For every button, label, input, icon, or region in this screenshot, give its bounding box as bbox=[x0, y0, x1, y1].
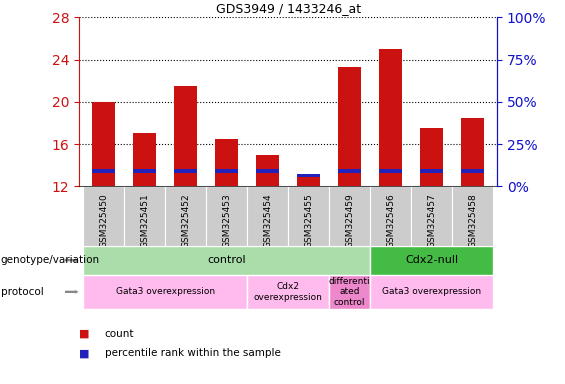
Bar bbox=[215, 139, 238, 186]
Bar bbox=[462, 118, 484, 186]
Bar bbox=[338, 169, 361, 172]
Text: count: count bbox=[105, 329, 134, 339]
Text: GSM325451: GSM325451 bbox=[140, 194, 149, 248]
Bar bbox=[165, 186, 206, 246]
Bar bbox=[420, 128, 443, 186]
Bar bbox=[370, 186, 411, 246]
Bar bbox=[379, 169, 402, 172]
Bar bbox=[93, 169, 115, 172]
Bar bbox=[411, 186, 452, 246]
Text: GSM325452: GSM325452 bbox=[181, 194, 190, 248]
Bar bbox=[133, 169, 156, 172]
Title: GDS3949 / 1433246_at: GDS3949 / 1433246_at bbox=[216, 2, 360, 15]
Text: GSM325450: GSM325450 bbox=[99, 194, 108, 248]
Text: GSM325459: GSM325459 bbox=[345, 194, 354, 248]
Text: GSM325455: GSM325455 bbox=[304, 194, 313, 248]
Text: ■: ■ bbox=[79, 329, 90, 339]
Bar bbox=[370, 275, 493, 309]
Bar bbox=[452, 186, 493, 246]
Bar bbox=[297, 176, 320, 186]
Bar bbox=[420, 169, 443, 172]
Bar bbox=[206, 186, 247, 246]
Text: Cdx2-null: Cdx2-null bbox=[405, 255, 458, 265]
Bar bbox=[329, 186, 370, 246]
Bar bbox=[329, 275, 370, 309]
Text: Gata3 overexpression: Gata3 overexpression bbox=[382, 287, 481, 296]
Text: GSM325457: GSM325457 bbox=[427, 194, 436, 248]
Bar bbox=[83, 186, 124, 246]
Bar bbox=[215, 169, 238, 172]
Bar bbox=[338, 67, 361, 186]
Text: genotype/variation: genotype/variation bbox=[1, 255, 99, 265]
Bar bbox=[257, 155, 279, 186]
Bar bbox=[247, 275, 329, 309]
Text: percentile rank within the sample: percentile rank within the sample bbox=[105, 348, 280, 358]
Bar bbox=[133, 134, 156, 186]
Text: protocol: protocol bbox=[1, 287, 44, 297]
Bar bbox=[93, 102, 115, 186]
Bar bbox=[462, 169, 484, 172]
Bar bbox=[288, 186, 329, 246]
Bar bbox=[83, 275, 247, 309]
Text: Gata3 overexpression: Gata3 overexpression bbox=[116, 287, 215, 296]
Text: GSM325458: GSM325458 bbox=[468, 194, 477, 248]
Text: control: control bbox=[207, 255, 246, 265]
Text: GSM325456: GSM325456 bbox=[386, 194, 395, 248]
Bar bbox=[257, 169, 279, 172]
Text: differenti
ated
control: differenti ated control bbox=[329, 277, 371, 307]
Text: Cdx2
overexpression: Cdx2 overexpression bbox=[254, 282, 323, 301]
Bar bbox=[83, 246, 370, 275]
Bar bbox=[175, 169, 197, 172]
Bar bbox=[247, 186, 288, 246]
Bar bbox=[370, 246, 493, 275]
Bar bbox=[175, 86, 197, 186]
Text: ■: ■ bbox=[79, 348, 90, 358]
Bar bbox=[297, 174, 320, 177]
Bar bbox=[379, 49, 402, 186]
Bar bbox=[124, 186, 165, 246]
Text: GSM325453: GSM325453 bbox=[222, 194, 231, 248]
Text: GSM325454: GSM325454 bbox=[263, 194, 272, 248]
